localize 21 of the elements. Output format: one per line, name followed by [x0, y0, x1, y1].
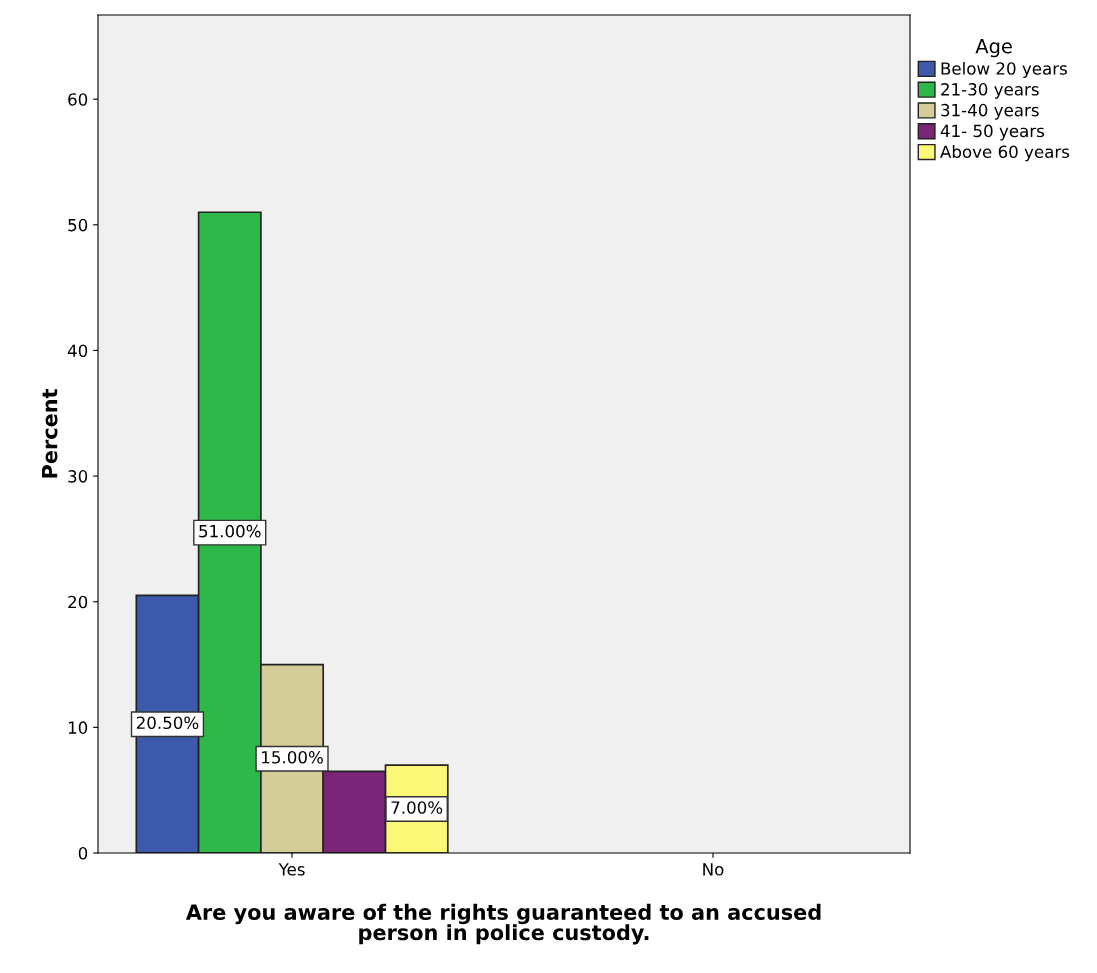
y-tick-label: 10: [68, 721, 88, 734]
y-tick-label: 50: [68, 218, 88, 232]
legend-label: 31-40 years: [941, 103, 1039, 120]
x-tick-label: Yes: [278, 863, 305, 876]
legend-label: 21-30 years: [941, 83, 1039, 99]
legend-label: Below 20 years: [941, 61, 1067, 79]
y-tick-label: 20: [68, 595, 88, 609]
x-axis-title: Are you aware of the rights guaranteed to an accused person in police custody.: [185, 903, 821, 945]
x-tick-label: No: [703, 863, 724, 876]
data-label: 20.50%: [136, 716, 199, 730]
data-label: 7.00%: [391, 801, 443, 814]
legend-title: Age: [975, 39, 1012, 58]
legend-label: 41- 50 years: [940, 124, 1045, 141]
y-tick-label: 40: [67, 344, 88, 358]
y-tick-label: 60: [68, 93, 88, 106]
legend-label: Above 60 years: [940, 145, 1070, 162]
data-label: 15.00%: [262, 751, 323, 764]
y-tick-label: 0: [78, 846, 88, 860]
data-label: 51.00%: [199, 524, 261, 538]
y-axis-title: Percent: [41, 389, 58, 478]
y-tick-label: 30: [68, 470, 88, 483]
